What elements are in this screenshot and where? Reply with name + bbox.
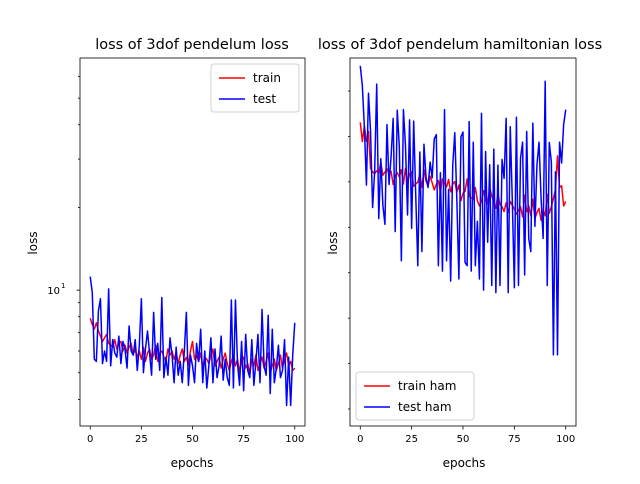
chart-left-series-line-2 xyxy=(89,276,296,407)
chart-right-xtick-label: 25 xyxy=(405,434,418,445)
chart-left-title: loss of 3dof pendelum loss xyxy=(95,37,289,53)
chart-left: loss of 3dof pendelum loss 0 25 50 75 100 10 1… xyxy=(26,37,306,470)
chart-left-plot-area: 0 25 50 75 100 10 1 train test xyxy=(47,57,306,445)
chart-right-legend-label-2: test ham xyxy=(398,400,452,414)
chart-left-legend-label-2: test xyxy=(253,92,276,106)
chart-right-xtick-label: 75 xyxy=(508,434,521,445)
chart-right-ylabel: loss xyxy=(326,231,340,254)
chart-right-xlabel: epochs xyxy=(443,456,486,470)
chart-right-series-group xyxy=(359,65,567,356)
chart-right-plot-area: 0 25 50 75 100 train ham test ham xyxy=(348,57,577,445)
chart-right-xtick-label: 100 xyxy=(556,434,575,445)
chart-right-title: loss of 3dof pendelum hamiltonian loss xyxy=(318,37,602,53)
chart-left-xtick-label: 100 xyxy=(285,434,304,445)
chart-left-legend: train test xyxy=(210,63,300,113)
chart-left-xlabel: epochs xyxy=(171,456,214,470)
chart-left-xtick-label: 25 xyxy=(135,434,148,445)
chart-left-legend-label-1: train xyxy=(253,71,281,85)
chart-right-legend: train ham test ham xyxy=(355,371,475,421)
chart-left-ytick-exponent: 1 xyxy=(61,282,65,290)
chart-right-xtick-label: 50 xyxy=(457,434,470,445)
chart-left-legend-box xyxy=(210,63,300,113)
chart-left-series-group xyxy=(89,276,296,407)
chart-left-xtick-label: 75 xyxy=(237,434,250,445)
chart-right-legend-box xyxy=(355,371,475,421)
chart-left-ylabel: loss xyxy=(26,231,40,254)
chart-right-xtick-label: 0 xyxy=(357,434,363,445)
chart-left-xtick-label: 50 xyxy=(186,434,199,445)
chart-left-xtick-label: 0 xyxy=(87,434,93,445)
chart-right: loss of 3dof pendelum hamiltonian loss 0… xyxy=(318,37,602,470)
chart-left-ytick-label: 10 xyxy=(47,286,60,297)
chart-right-legend-label-1: train ham xyxy=(398,379,456,393)
chart-right-series-line-2 xyxy=(359,65,567,356)
